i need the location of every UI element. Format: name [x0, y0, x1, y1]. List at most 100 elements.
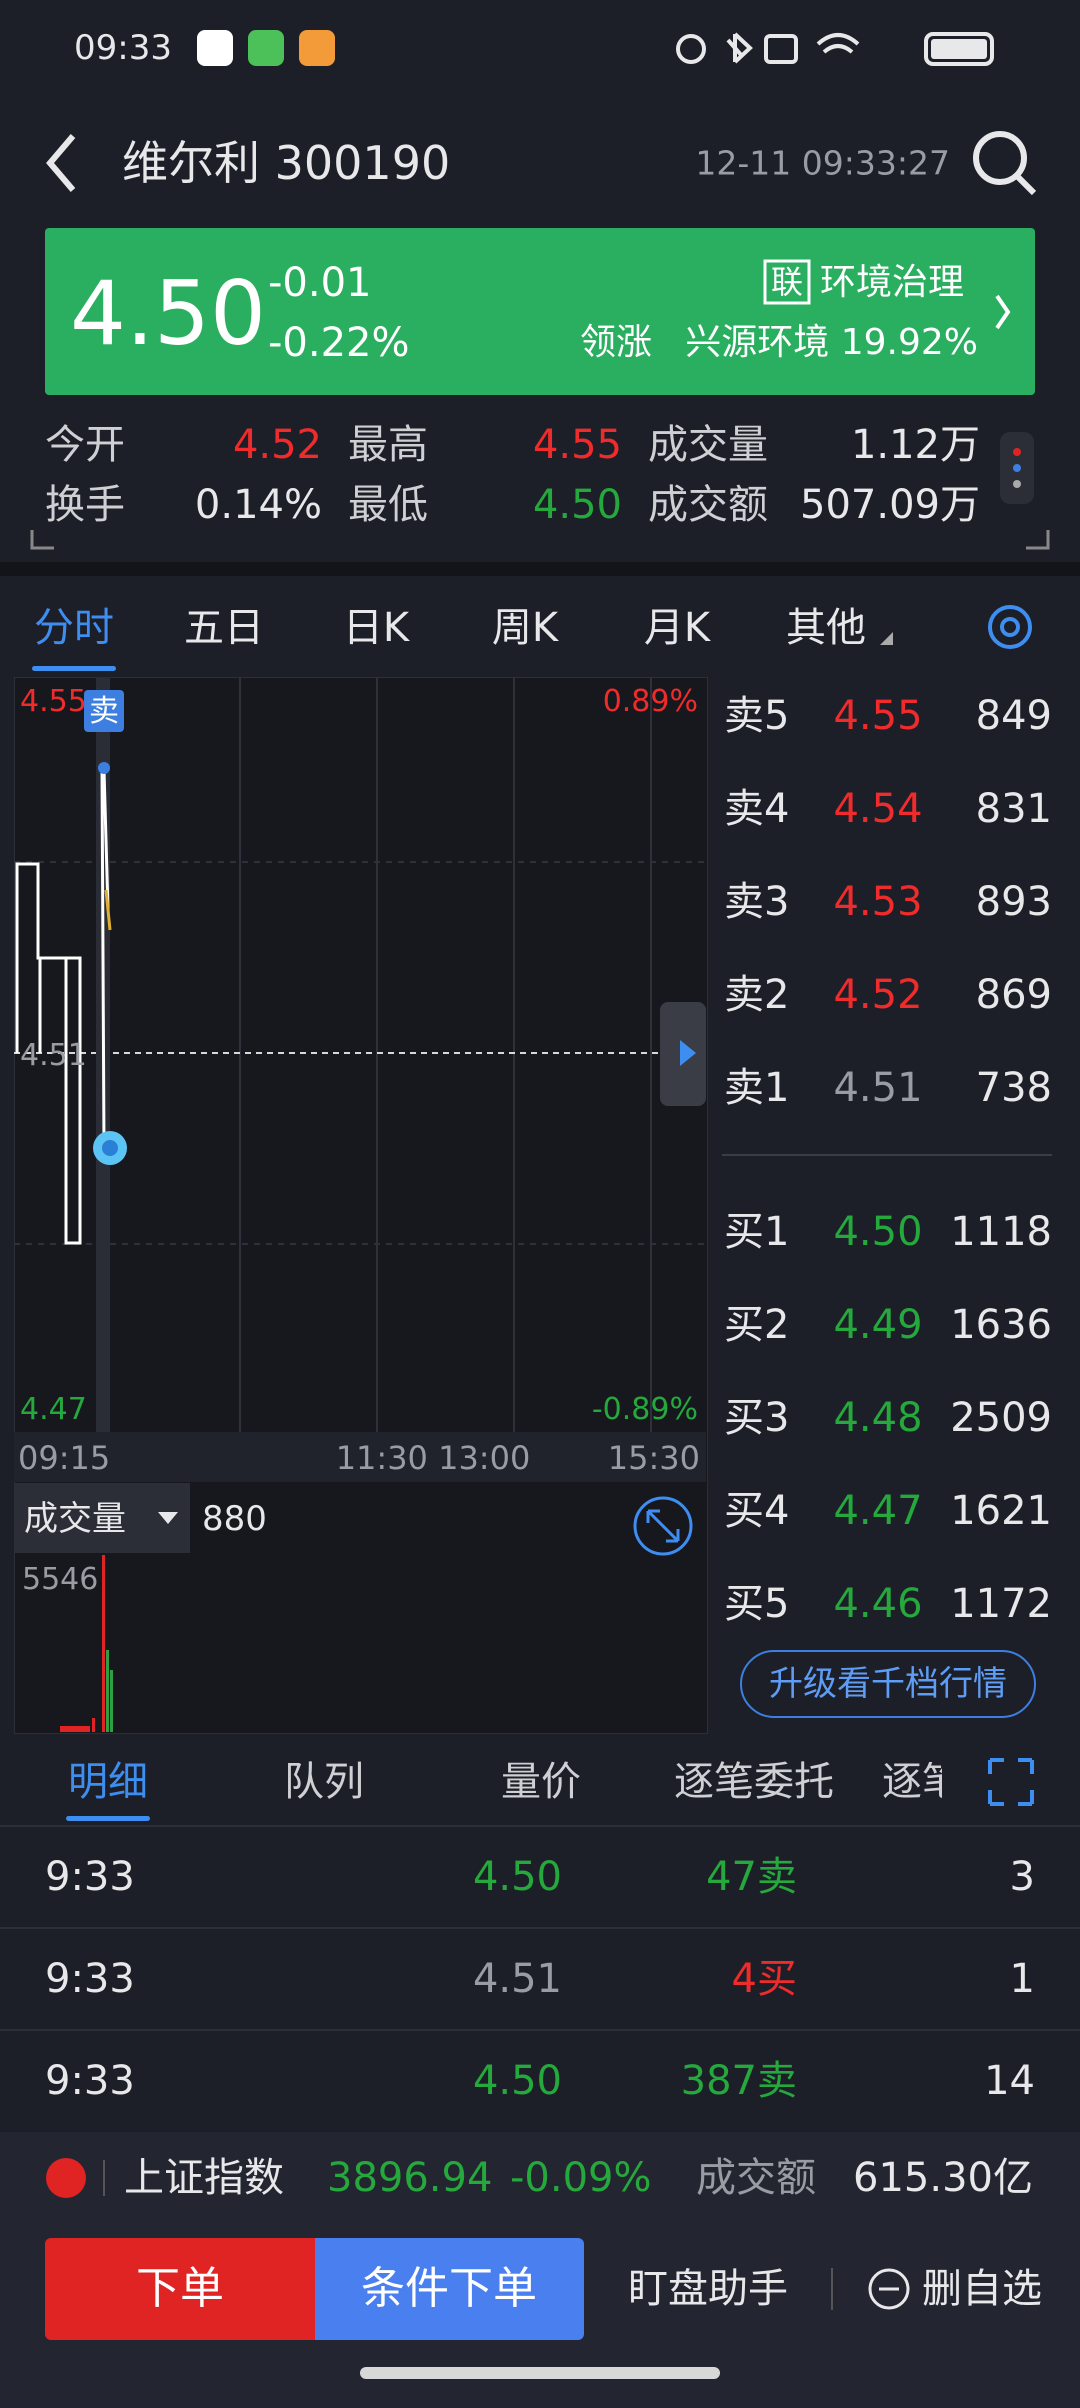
book-level: 卖5 [724, 693, 790, 739]
book-price: 4.48 [833, 1395, 923, 1441]
trade-volume: 3 [1009, 1854, 1035, 1900]
index-bar[interactable] [0, 2132, 1080, 2222]
stat-value: 0.14% [194, 482, 322, 528]
price-change-pct: -0.22% [268, 320, 410, 366]
search-icon[interactable] [973, 131, 1037, 196]
book-qty: 738 [975, 1065, 1052, 1111]
book-qty: 893 [975, 879, 1052, 925]
stat-value: 1.12万 [850, 422, 980, 468]
volume-bars [60, 1555, 113, 1732]
price-spike [100, 769, 110, 1148]
conditional-order-button[interactable] [315, 2238, 584, 2340]
stat-value: 4.50 [532, 482, 622, 528]
book-qty: 1621 [950, 1488, 1052, 1534]
quote-card[interactable] [45, 228, 1035, 395]
book-qty: 1118 [950, 1209, 1052, 1255]
trade-price: 4.50 [472, 1854, 562, 1900]
trade-side: 387卖 [680, 2058, 797, 2104]
upgrade-button[interactable] [740, 1650, 1036, 1718]
book-price: 4.55 [833, 693, 923, 739]
chart-tab[interactable]: 日K [342, 605, 410, 651]
chart-tab[interactable]: 其他 [786, 605, 866, 651]
remove-icon [868, 2268, 910, 2310]
trade-time: 9:33 [45, 1956, 135, 2002]
index-logo [46, 2158, 86, 2198]
sector-name[interactable]: 环境治理 [820, 262, 965, 303]
chart-tab[interactable]: 分时 [34, 605, 114, 651]
zoom-icon[interactable] [633, 1496, 693, 1556]
trade-time: 9:33 [45, 2058, 135, 2104]
trade-price: 4.50 [472, 2058, 562, 2104]
order-label[interactable]: 下单 [136, 2263, 224, 2314]
axis-pct-low: -0.89% [591, 1392, 698, 1427]
book-price: 4.50 [833, 1209, 923, 1255]
axis-mid: 4.51 [20, 1038, 87, 1073]
book-price: 4.49 [833, 1302, 923, 1348]
trade-side: 4买 [731, 1956, 797, 2002]
row-dividers [0, 1825, 1080, 2031]
axis-pct-high: 0.89% [602, 684, 698, 719]
battery-level [931, 39, 987, 59]
status-time: 09:33 [74, 28, 172, 68]
last-price[interactable]: 4.50 [70, 262, 266, 365]
status-icons [676, 32, 994, 66]
order-button[interactable] [45, 2238, 315, 2340]
fullscreen-icon[interactable] [988, 1758, 1034, 1806]
detail-tab[interactable]: 量价 [501, 1759, 581, 1805]
app-icon [248, 30, 284, 66]
chart-tab[interactable]: 月K [643, 605, 711, 651]
trade-time: 9:33 [45, 1854, 135, 1900]
time-label: 11:30 13:00 [335, 1439, 531, 1477]
chart-panel [14, 677, 708, 1734]
detail-tab[interactable]: 明细 [68, 1759, 148, 1805]
app-icon [299, 30, 335, 66]
chart-tab[interactable]: 周K [491, 605, 559, 651]
conditional-order-label[interactable]: 条件下单 [361, 2263, 537, 2314]
book-qty: 2509 [950, 1395, 1052, 1441]
stat-label: 成交额 [648, 482, 768, 528]
stat-value: 4.55 [532, 422, 622, 468]
settings-icon[interactable] [988, 605, 1032, 649]
book-price: 4.54 [833, 786, 923, 832]
tab-caret [880, 632, 893, 645]
trade-price: 4.51 [472, 1956, 562, 2002]
index-name: 上证指数 [124, 2155, 284, 2201]
remove-watchlist[interactable]: 删自选 [922, 2266, 1042, 2312]
book-qty: 869 [975, 972, 1052, 1018]
detail-tab[interactable]: 逐笔 [882, 1762, 942, 1802]
stat-label: 换手 [45, 482, 125, 528]
time-label: 15:30 [607, 1439, 700, 1477]
average-line [104, 889, 112, 931]
book-price: 4.46 [833, 1581, 923, 1627]
index-change: -0.09% [510, 2155, 652, 2201]
chevron [995, 294, 1011, 330]
volume-selector[interactable] [14, 1483, 190, 1553]
detail-tab[interactable]: 逐笔委托 [674, 1759, 834, 1805]
axis-high: 4.55 [20, 684, 87, 719]
axis-low: 4.47 [20, 1392, 87, 1427]
book-level: 买2 [724, 1302, 790, 1348]
expand-arrow [680, 1040, 696, 1066]
stat-value: 4.52 [232, 422, 322, 468]
volume-label[interactable]: 成交量 [24, 1499, 126, 1539]
app-icon [197, 30, 233, 66]
trade-volume: 1 [1009, 1956, 1035, 2002]
chart-grid [14, 677, 706, 1432]
book-qty: 849 [975, 693, 1052, 739]
price-change: -0.01 [268, 260, 372, 306]
time-axis-strip [14, 1432, 706, 1482]
detail-tab[interactable]: 队列 [284, 1759, 364, 1805]
stock-title: 维尔利 300190 [122, 136, 451, 190]
sector-tag: 联 [770, 263, 804, 301]
back-icon[interactable] [46, 134, 76, 192]
book-level: 卖2 [724, 972, 790, 1018]
upgrade-text[interactable]: 升级看千档行情 [769, 1664, 1007, 1704]
monitor-assistant[interactable]: 盯盘助手 [628, 2266, 788, 2312]
book-qty: 1636 [950, 1302, 1052, 1348]
book-level: 买5 [724, 1581, 790, 1627]
turnover-value: 615.30亿 [853, 2155, 1033, 2201]
book-qty: 831 [975, 786, 1052, 832]
chart-tab[interactable]: 五日 [184, 605, 264, 651]
